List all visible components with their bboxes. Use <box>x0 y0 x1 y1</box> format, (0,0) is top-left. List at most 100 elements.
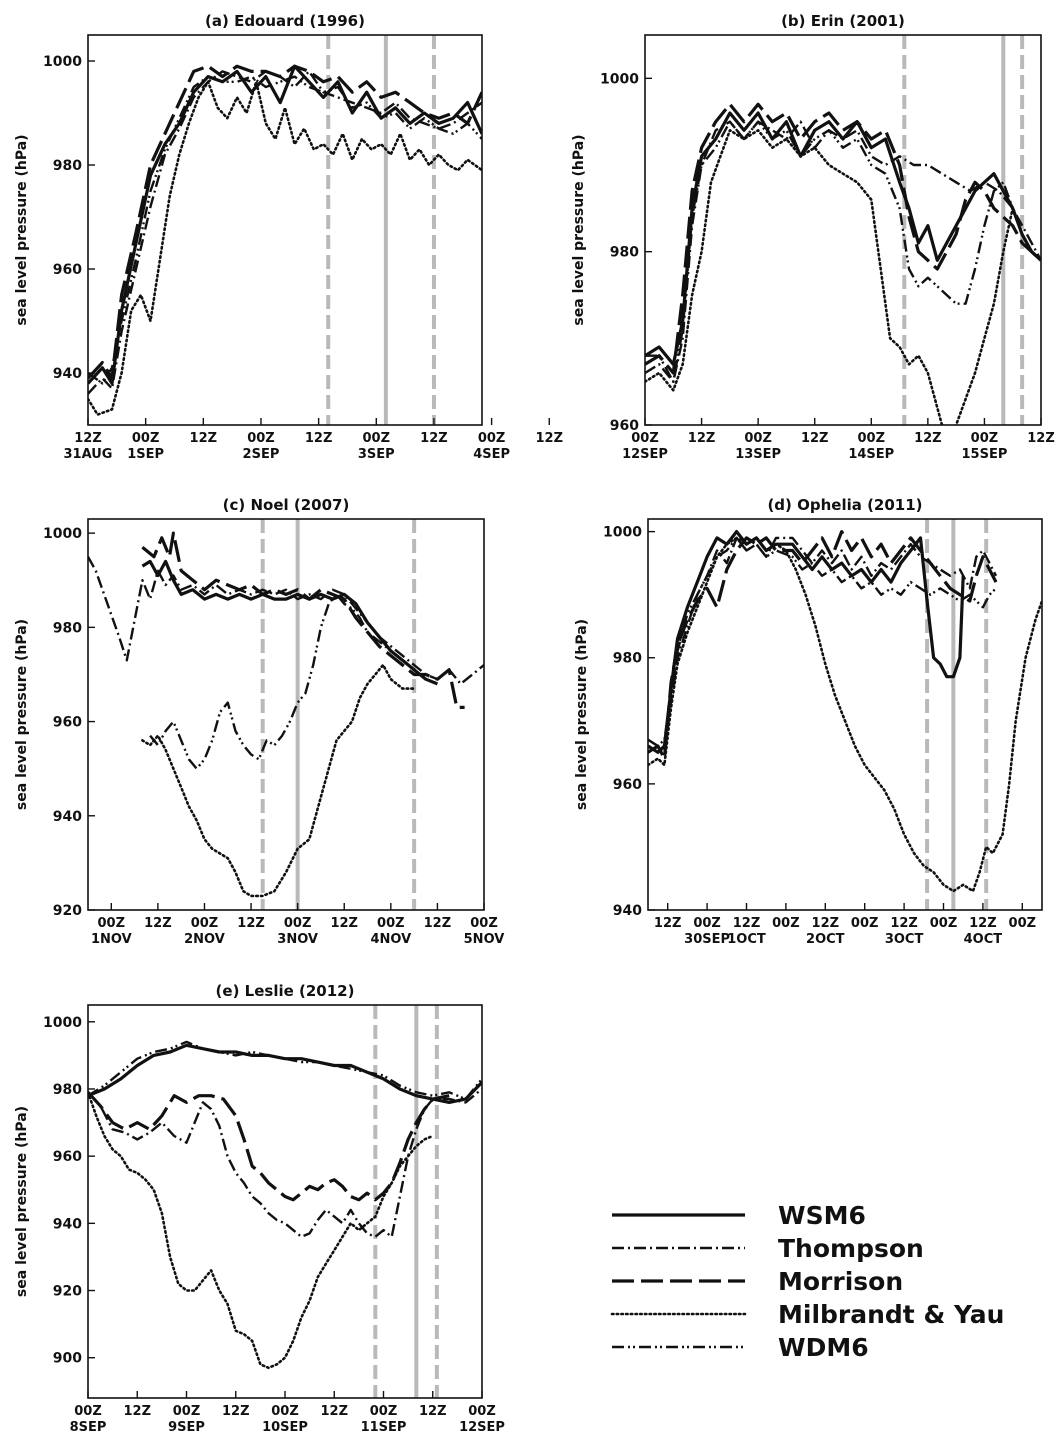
y-tick-label: 940 <box>53 809 82 825</box>
y-axis-label: sea level pressure (hPa) <box>574 619 590 810</box>
x-tick-label-time: 00Z <box>470 916 498 931</box>
x-tick-label-date: 1NOV <box>91 932 132 947</box>
x-tick-label-time: 12Z <box>914 431 942 446</box>
x-tick-label-date: 8SEP <box>70 1420 107 1435</box>
x-tick-label-time: 00Z <box>370 1404 398 1419</box>
x-tick-label-time: 00Z <box>1009 916 1037 931</box>
x-tick-label-time: 12Z <box>969 916 997 931</box>
x-tick-label-time: 12Z <box>890 916 918 931</box>
x-tick-label-date: 4NOV <box>370 932 411 947</box>
x-tick-label-date: 9SEP <box>168 1420 205 1435</box>
y-tick-label: 1000 <box>600 71 639 87</box>
chart-title: (b) Erin (2001) <box>781 12 905 30</box>
x-tick-label-time: 12Z <box>688 431 716 446</box>
x-tick-label-time: 00Z <box>363 431 391 446</box>
series-group <box>645 102 1041 425</box>
plot-frame <box>87 34 483 426</box>
x-tick-label-date: 15SEP <box>961 447 1007 462</box>
y-axis-label: sea level pressure (hPa) <box>14 134 30 325</box>
x-tick-label-time: 12Z <box>237 916 265 931</box>
y-tick-label: 940 <box>53 366 82 382</box>
legend: WSM6 Thompson Morrison Milbrandt & Yau WDM6 <box>610 1201 1004 1362</box>
x-tick-label-date: 13SEP <box>735 447 781 462</box>
y-tick-label: 1000 <box>603 525 642 541</box>
series-group <box>648 530 1042 893</box>
series-line-morrison <box>645 102 1041 375</box>
x-tick-label-date: 1OCT <box>727 932 766 947</box>
y-tick-label: 960 <box>53 1149 82 1165</box>
x-tick-label-date: 2OCT <box>806 932 845 947</box>
legend-label: Milbrandt & Yau <box>778 1300 1004 1329</box>
x-tick-label-time: 00Z <box>851 916 879 931</box>
series-line-thompson <box>648 536 998 754</box>
series-group <box>88 1040 482 1370</box>
series-line-wsm6 <box>648 530 965 754</box>
x-tick-label-time: 12Z <box>1027 431 1055 446</box>
plot-frame <box>647 518 1043 911</box>
y-tick-label: 960 <box>53 262 82 278</box>
series-line-wdm6 <box>88 75 482 385</box>
y-tick-label: 1000 <box>43 54 82 70</box>
series-group <box>88 531 484 898</box>
y-tick-label: 980 <box>53 158 82 174</box>
series-line-milbrandt-yau <box>645 129 1024 425</box>
series-line-milbrandt-yau <box>648 536 1042 893</box>
series-line-morrison <box>88 1091 450 1202</box>
plot-frame <box>644 34 1042 426</box>
x-tick-label-time: 00Z <box>930 916 958 931</box>
chart-title: (c) Noel (2007) <box>223 496 350 514</box>
series-line-wdm6 <box>149 593 415 770</box>
x-tick-label-date: 4OCT <box>964 932 1003 947</box>
x-tick-label-time: 00Z <box>468 1404 496 1419</box>
x-tick-label-date: 12SEP <box>459 1420 505 1435</box>
y-tick-label: 1000 <box>43 526 82 542</box>
x-tick-label-time: 12Z <box>330 916 358 931</box>
x-tick-label-date: 3OCT <box>885 932 924 947</box>
chart-title: (a) Edouard (1996) <box>205 12 365 30</box>
x-tick-label-time: 12Z <box>420 431 448 446</box>
x-tick-label-time: 12Z <box>222 1404 250 1419</box>
y-tick-label: 940 <box>613 903 642 919</box>
x-tick-label-date: 1SEP <box>127 447 164 462</box>
x-tick-label-date: 10SEP <box>262 1420 308 1435</box>
y-axis-label: sea level pressure (hPa) <box>14 1106 30 1297</box>
series-line-milbrandt-yau <box>141 663 416 898</box>
x-tick-label-time: 00Z <box>98 916 126 931</box>
x-tick-label-time: 12Z <box>733 916 761 931</box>
x-tick-label-time: 12Z <box>812 916 840 931</box>
x-tick-label-time: 00Z <box>284 916 312 931</box>
y-axis-label: sea level pressure (hPa) <box>571 134 587 325</box>
y-tick-label: 960 <box>610 418 639 434</box>
x-tick-label-time: 00Z <box>693 916 721 931</box>
x-tick-label-time: 00Z <box>173 1404 201 1419</box>
x-tick-label-time: 00Z <box>132 431 160 446</box>
legend-label: WSM6 <box>778 1201 866 1230</box>
x-tick-label-time: 00Z <box>744 431 772 446</box>
y-tick-label: 960 <box>613 777 642 793</box>
x-tick-label-time: 00Z <box>631 431 659 446</box>
x-tick-label-time: 00Z <box>271 1404 299 1419</box>
x-tick-label-time: 00Z <box>478 431 506 446</box>
x-tick-label-time: 12Z <box>144 916 172 931</box>
x-tick-label-time: 00Z <box>74 1404 102 1419</box>
series-line-morrison <box>141 531 465 709</box>
chart-panel-4: (e) Leslie (2012) sea level pressure (hPa… <box>14 982 505 1435</box>
series-line-milbrandt-yau <box>88 1091 435 1370</box>
y-tick-label: 1000 <box>43 1015 82 1031</box>
x-tick-label-date: 4SEP <box>473 447 510 462</box>
chart-panel-2: (c) Noel (2007) sea level pressure (hPa) 9… <box>14 496 504 947</box>
y-tick-label: 980 <box>613 651 642 667</box>
x-tick-label-date: 5NOV <box>464 932 505 947</box>
y-tick-label: 960 <box>53 715 82 731</box>
x-tick-label-date: 3SEP <box>358 447 395 462</box>
x-tick-label-date: 30SEP <box>684 932 730 947</box>
x-tick-label-time: 12Z <box>536 431 564 446</box>
x-tick-label-time: 12Z <box>74 431 102 446</box>
x-tick-label-time: 12Z <box>123 1404 151 1419</box>
chart-panel-3: (d) Ophelia (2011) sea level pressure (hP… <box>574 496 1043 947</box>
series-line-thompson <box>645 120 1041 383</box>
x-tick-label-date: 31AUG <box>64 447 113 462</box>
y-tick-label: 980 <box>53 1082 82 1098</box>
y-tick-label: 980 <box>610 245 639 261</box>
